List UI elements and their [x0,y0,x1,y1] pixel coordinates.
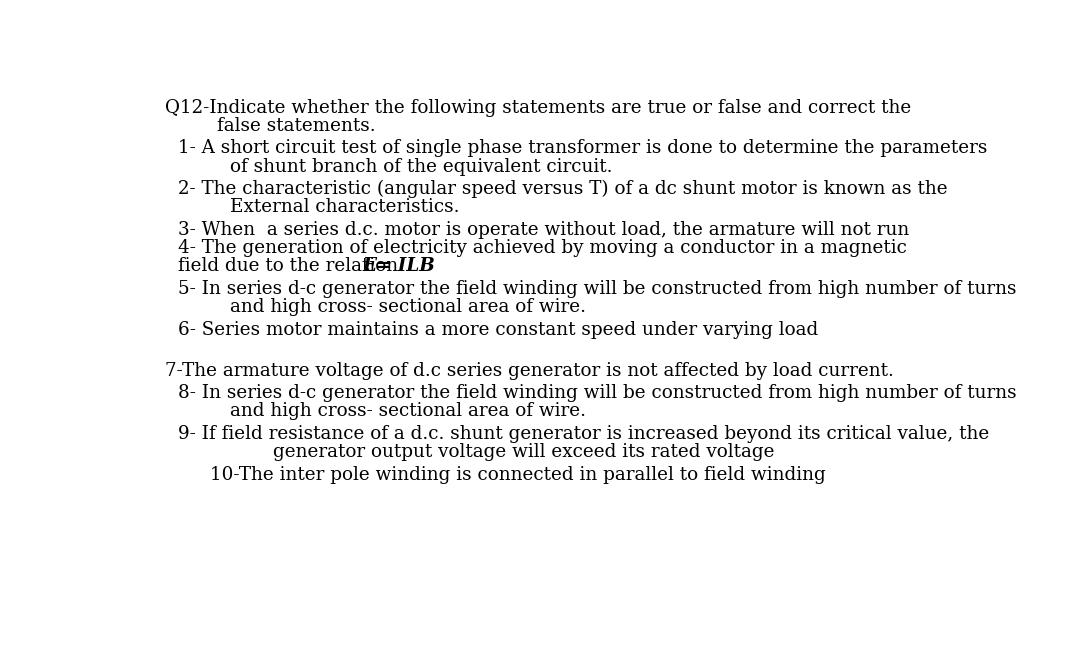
Text: 6- Series motor maintains a more constant speed under varying load: 6- Series motor maintains a more constan… [178,321,818,339]
Text: 2- The characteristic (angular speed versus T) of a dc shunt motor is known as t: 2- The characteristic (angular speed ver… [178,180,947,199]
Text: generator output voltage will exceed its rated voltage: generator output voltage will exceed its… [273,444,774,461]
Text: 8- In series d-c generator the field winding will be constructed from high numbe: 8- In series d-c generator the field win… [178,384,1016,403]
Text: false statements.: false statements. [217,117,376,135]
Text: Q12-Indicate whether the following statements are true or false and correct the: Q12-Indicate whether the following state… [165,99,912,117]
Text: 5- In series d-c generator the field winding will be constructed from high numbe: 5- In series d-c generator the field win… [178,280,1016,298]
Text: field due to the relation: field due to the relation [178,257,416,275]
Text: of shunt branch of the equivalent circuit.: of shunt branch of the equivalent circui… [230,158,612,176]
Text: 4- The generation of electricity achieved by moving a conductor in a magnetic: 4- The generation of electricity achieve… [178,239,906,257]
Text: 1- A short circuit test of single phase transformer is done to determine the par: 1- A short circuit test of single phase … [178,140,987,158]
Text: 3- When  a series d.c. motor is operate without load, the armature will not run: 3- When a series d.c. motor is operate w… [178,221,909,239]
Text: 9- If field resistance of a d.c. shunt generator is increased beyond its critica: 9- If field resistance of a d.c. shunt g… [178,425,989,443]
Text: and high cross- sectional area of wire.: and high cross- sectional area of wire. [230,403,585,421]
Text: External characteristics.: External characteristics. [230,199,459,216]
Text: 7-The armature voltage of d.c series generator is not affected by load current.: 7-The armature voltage of d.c series gen… [165,362,894,380]
Text: 10-The inter pole winding is connected in parallel to field winding: 10-The inter pole winding is connected i… [211,466,826,484]
Text: and high cross- sectional area of wire.: and high cross- sectional area of wire. [230,298,585,316]
Text: E= ILB: E= ILB [362,257,434,275]
